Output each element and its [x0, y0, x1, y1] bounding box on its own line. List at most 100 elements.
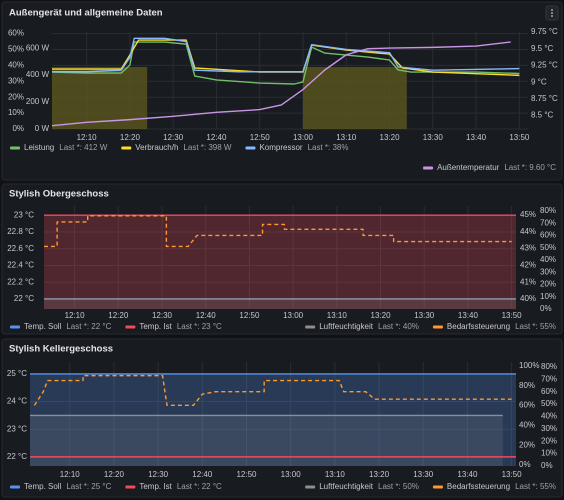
- y-tick-label: 22 °C: [7, 452, 27, 461]
- y2-tick-label: 8.75 °C: [531, 94, 558, 103]
- legend-item[interactable]: Außentemperatur Last *: 9.60 °C: [423, 163, 556, 172]
- panel: Stylish Obergeschoss 22 °C 22.2 °C 22.4 °C 2…: [1, 183, 563, 335]
- legend-item[interactable]: Bedarfssteuerung Last *: 55%: [432, 482, 556, 491]
- menu-dot: [551, 15, 553, 17]
- legend-label: Temp. Ist: [139, 482, 172, 491]
- panel: Außengerät und allgemeine Daten 0% 10% 20% 3…: [1, 1, 563, 181]
- y2-tick-label: 43%: [520, 244, 536, 253]
- legend-label: Bedarfssteuerung: [447, 322, 510, 331]
- series-line: [51, 41, 511, 127]
- y3-tick-label: 10%: [540, 292, 556, 301]
- legend-swatch: [10, 485, 20, 489]
- y-tick-label: 60%: [8, 29, 24, 38]
- y3-tick-label: 80%: [541, 362, 557, 371]
- legend-swatch: [432, 325, 443, 329]
- area-fill: [44, 298, 516, 309]
- legend-item[interactable]: Kompressor Last *: 38%: [245, 143, 349, 152]
- legend-item[interactable]: Bedarfssteuerung Last *: 55%: [432, 322, 556, 331]
- x-tick-label: 12:10: [60, 470, 81, 479]
- y2-tick-label: 60%: [519, 401, 535, 410]
- y2-tick-label: 9.5 °C: [531, 44, 554, 53]
- x-tick-label: 13:50: [509, 133, 530, 142]
- legend-label: Verbrauch/h: [135, 143, 178, 152]
- legend-label: Luftfeuchtigkeit: [319, 482, 374, 491]
- x-tick-label: 13:20: [371, 311, 392, 320]
- x-tick-label: 12:40: [192, 470, 213, 479]
- y-tick-label: 25 °C: [7, 369, 27, 378]
- x-tick-label: 13:10: [336, 133, 357, 142]
- panel-menu[interactable]: [545, 5, 559, 21]
- legend-value: Last *: 55%: [515, 322, 556, 331]
- x-tick-label: 12:50: [239, 311, 260, 320]
- x-tick-label: 13:20: [369, 470, 390, 479]
- y3-tick-label: 70%: [540, 218, 556, 227]
- x-tick-label: 12:30: [148, 470, 169, 479]
- legend-item[interactable]: Temp. Soll Last *: 22 °C: [10, 322, 112, 331]
- y-tick-label: 20%: [8, 92, 24, 101]
- panel-title: Stylish Obergeschoss: [9, 189, 109, 200]
- legend-item[interactable]: Temp. Ist Last *: 22 °C: [125, 482, 222, 491]
- x-tick-label: 13:50: [502, 470, 523, 479]
- y3-tick-label: 50%: [541, 399, 557, 408]
- legend-swatch: [432, 485, 443, 489]
- legend-item[interactable]: Leistung Last *: 412 W: [10, 143, 108, 152]
- y2-tick-label: 9 °C: [531, 77, 547, 86]
- panel-title: Außengerät und allgemeine Daten: [9, 8, 163, 19]
- x-tick-label: 12:10: [65, 311, 86, 320]
- legend-swatch: [305, 325, 316, 329]
- legend-label: Bedarfssteuerung: [447, 482, 510, 491]
- legend-item[interactable]: Temp. Soll Last *: 25 °C: [10, 482, 112, 491]
- legend-value: Last *: 23 °C: [177, 322, 222, 331]
- x-tick-label: 13:10: [325, 470, 346, 479]
- y3-tick-label: 10%: [541, 449, 557, 458]
- legend-swatch: [245, 146, 256, 150]
- x-tick-label: 13:00: [293, 133, 314, 142]
- legend-label: Außentemperatur: [437, 163, 500, 172]
- y-tick-label: 23 °C: [7, 424, 27, 433]
- legend-value: Last *: 22 °C: [66, 322, 111, 331]
- legend-swatch: [305, 485, 316, 489]
- legend-label: Temp. Ist: [139, 322, 172, 331]
- y3-tick-label: 20%: [541, 436, 557, 445]
- y-tick-label: 23 °C: [14, 210, 34, 219]
- legend-swatch: [10, 325, 20, 329]
- y3-tick-label: 0%: [541, 461, 553, 470]
- x-tick-label: 13:30: [423, 133, 444, 142]
- legend-item[interactable]: Verbrauch/h Last *: 398 W: [121, 143, 232, 152]
- x-tick-label: 12:30: [163, 133, 184, 142]
- y-tick-label: 50%: [8, 45, 24, 54]
- series-line: [44, 215, 512, 248]
- x-tick-label: 13:40: [466, 133, 487, 142]
- x-tick-label: 13:30: [413, 470, 434, 479]
- bar: [302, 67, 407, 129]
- series-line: [52, 37, 520, 73]
- y2-tick-label: 40%: [519, 420, 535, 429]
- panel-title: Stylish Kellergeschoss: [9, 344, 113, 355]
- legend-label: Leistung: [24, 143, 54, 152]
- legend-label: Kompressor: [259, 143, 302, 152]
- legend-item[interactable]: Temp. Ist Last *: 23 °C: [125, 322, 222, 331]
- y2-tick-label: 44%: [520, 227, 536, 236]
- area-fill: [30, 415, 503, 466]
- y-tick-label: 10%: [8, 108, 24, 117]
- x-tick-label: 13:00: [281, 470, 302, 479]
- area-fill: [30, 373, 516, 466]
- legend-swatch: [423, 166, 434, 170]
- legend-label: Luftfeuchtigkeit: [319, 322, 374, 331]
- legend-swatch: [121, 146, 132, 150]
- y3-tick-label: 60%: [541, 387, 557, 396]
- y2-tick-label: 0%: [519, 460, 531, 469]
- legend-value: Last *: 25 °C: [66, 482, 111, 491]
- y3-tick-label: 600 W: [26, 43, 50, 52]
- y3-tick-label: 400 W: [26, 70, 50, 79]
- y-tick-label: 30%: [8, 76, 24, 85]
- y3-tick-label: 40%: [541, 412, 557, 421]
- legend-item[interactable]: Luftfeuchtigkeit Last *: 50%: [305, 482, 419, 491]
- legend-value: Last *: 398 W: [183, 143, 231, 152]
- legend-item[interactable]: Luftfeuchtigkeit Last *: 40%: [305, 322, 419, 331]
- area-fill: [44, 215, 516, 309]
- y2-tick-label: 20%: [519, 440, 535, 449]
- series-line: [51, 41, 520, 85]
- legend-value: Last *: 50%: [378, 482, 419, 491]
